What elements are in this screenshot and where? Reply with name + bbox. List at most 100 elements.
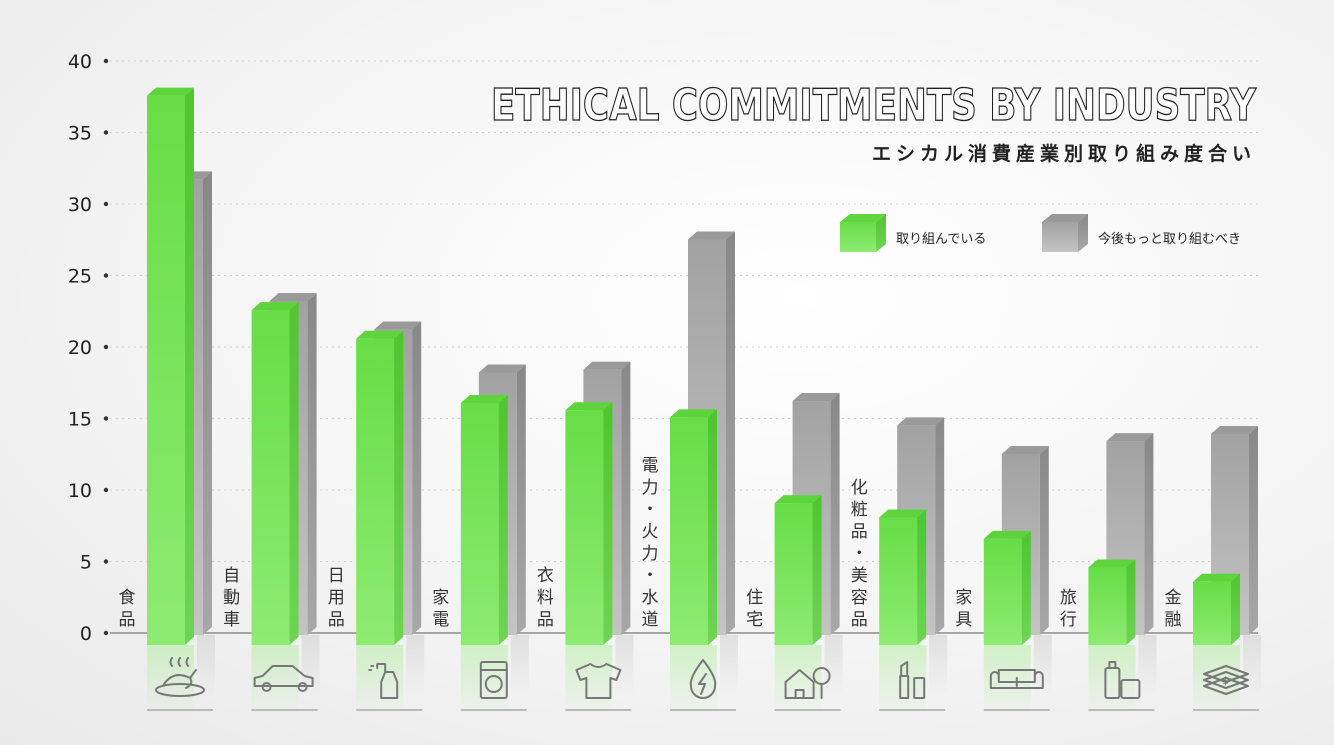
category-label-char: 電 — [642, 456, 659, 476]
category-label-char: 融 — [1165, 610, 1182, 630]
category-label-char: ・ — [642, 500, 659, 520]
category-label-char: 品 — [851, 522, 868, 542]
legend: 取り組んでいる 今後もっと取り組むべき — [840, 214, 1241, 252]
category-label-char: 電 — [432, 610, 449, 630]
category-label-char: ・ — [642, 566, 659, 586]
category-label: 金融 — [1165, 588, 1182, 630]
category-label-char: 車 — [223, 610, 240, 630]
y-tick-label: 15 — [68, 409, 92, 431]
category-label-char: 美 — [851, 566, 868, 586]
category-label-char: 自 — [223, 566, 240, 586]
bar-reflection — [1033, 635, 1052, 695]
legend-label-series-2: 今後もっと取り組むべき — [1098, 231, 1241, 247]
bar-series-1 — [460, 395, 508, 645]
legend-label-series-1: 取り組んでいる — [896, 232, 986, 247]
category-label-char: 道 — [642, 610, 659, 630]
bar-series-1 — [356, 330, 404, 645]
bar-reflection — [720, 635, 738, 695]
washing-machine-icon — [479, 661, 508, 699]
luggage-icon — [1104, 661, 1141, 699]
category-label-char: 容 — [851, 588, 868, 608]
category-label: 自動車 — [223, 566, 240, 630]
bar-series-1 — [565, 402, 613, 645]
bar-series-1 — [983, 530, 1031, 645]
category-label: 日用品 — [328, 566, 345, 630]
energy-drop-icon — [689, 659, 717, 699]
category-label-char: 品 — [851, 610, 868, 630]
y-tick-dot — [103, 130, 109, 135]
category-label-char: 金 — [1165, 588, 1182, 608]
bar-series-1 — [774, 495, 822, 645]
category-label-char: 具 — [955, 610, 972, 630]
legend-item-series-2: 今後もっと取り組むべき — [1042, 214, 1241, 252]
y-tick-label: 5 — [80, 552, 92, 574]
y-tick-label: 0 — [80, 623, 92, 645]
category-label-char: 火 — [642, 522, 659, 542]
category-label: 家具 — [955, 588, 972, 630]
bar-reflection — [197, 635, 215, 695]
bar-series-1 — [251, 302, 299, 645]
y-tick-label: 35 — [68, 123, 92, 145]
category-label-char: 品 — [537, 610, 554, 630]
car-icon — [253, 665, 314, 692]
y-tick-dot — [103, 630, 109, 636]
category-icons: $ — [155, 657, 1249, 699]
category-label-char: 化 — [851, 478, 868, 498]
category-label-char: 住 — [746, 588, 763, 608]
house-icon — [784, 667, 831, 699]
y-tick-dot — [103, 58, 109, 64]
bar-reflection — [824, 635, 843, 695]
y-axis: 0 5 10 15 20 25 30 35 40 — [68, 51, 109, 645]
category-label: 家電 — [432, 588, 449, 630]
category-label: 化粧品・美容品 — [851, 478, 868, 630]
category-label-char: ・ — [851, 544, 868, 564]
bar-series-1 — [879, 509, 927, 645]
category-label: 電力・火力・水道 — [642, 456, 659, 630]
bar-reflection — [929, 635, 948, 695]
category-label-char: 日 — [328, 566, 345, 586]
bar-reflection — [251, 645, 299, 715]
category-label: 食品 — [119, 588, 136, 630]
y-tick-label: 10 — [68, 480, 92, 502]
category-label-char: 家 — [955, 588, 972, 608]
y-tick-label: 20 — [68, 337, 92, 359]
y-tick-label: 25 — [68, 266, 92, 288]
y-tick-dot — [103, 487, 109, 493]
category-label-char: 粧 — [851, 500, 868, 520]
y-tick-dot — [103, 559, 109, 564]
category-label-char: 宅 — [746, 610, 763, 630]
bar-reflection — [615, 635, 634, 695]
y-tick-label: 30 — [68, 194, 92, 216]
bar-reflection — [510, 635, 529, 695]
y-tick-dot — [103, 416, 109, 421]
money-icon: $ — [1203, 665, 1249, 695]
category-label-char: 旅 — [1060, 588, 1077, 608]
legend-item-series-1: 取り組んでいる — [840, 214, 986, 252]
bar-reflection — [879, 645, 927, 715]
bars — [147, 87, 1258, 646]
category-label: 衣料品 — [537, 566, 554, 630]
reflection-layer — [147, 635, 1261, 715]
bar-series-1 — [670, 409, 717, 645]
bar-reflection — [1138, 635, 1157, 695]
category-label-char: 水 — [642, 588, 659, 608]
category-label: 旅行 — [1060, 588, 1077, 630]
category-label-char: 動 — [223, 588, 240, 608]
category-label-char: 行 — [1060, 610, 1077, 630]
category-label-char: 用 — [328, 588, 345, 608]
y-tick-dot — [103, 201, 109, 207]
category-label-char: 食 — [119, 588, 136, 608]
bar-reflection — [301, 635, 320, 695]
bar-series-1 — [147, 87, 194, 646]
svg-text:$: $ — [1222, 674, 1229, 687]
bar-series-1 — [1193, 573, 1240, 645]
category-label-char: 品 — [328, 610, 345, 630]
spray-bottle-icon — [368, 663, 399, 699]
bar-reflection — [670, 645, 717, 715]
food-icon — [155, 657, 205, 697]
bar-reflection — [565, 645, 613, 715]
category-label-char: 力 — [642, 544, 659, 564]
bar-series-1 — [1088, 559, 1136, 645]
